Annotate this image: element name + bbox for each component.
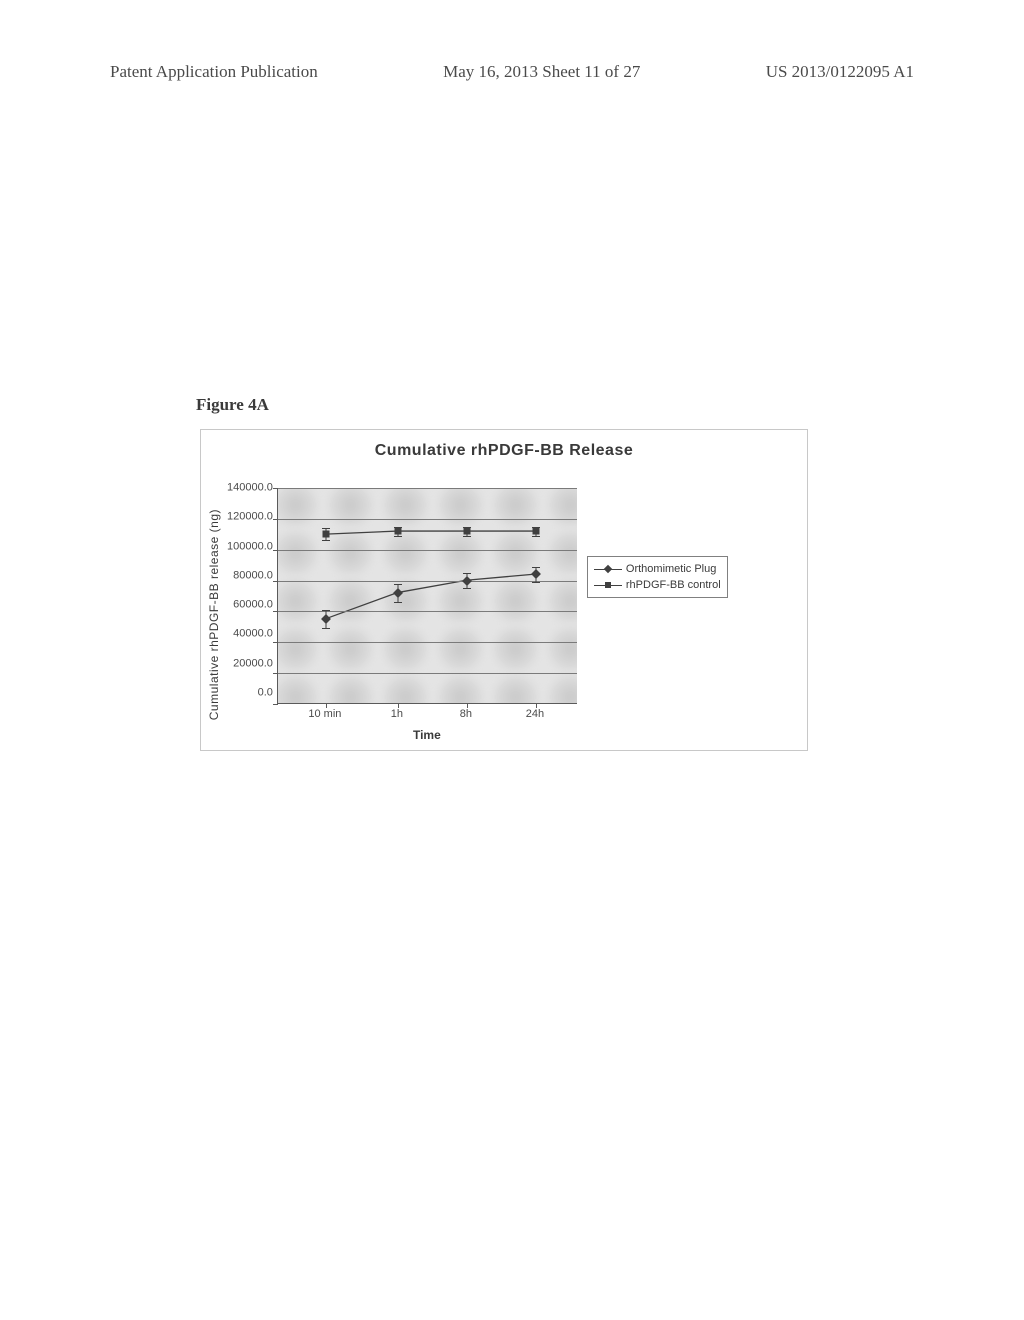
chart-body: Cumulative rhPDGF-BB release (ng) 140000… (205, 488, 803, 742)
chart-container: Cumulative rhPDGF-BB Release Cumulative … (200, 429, 808, 751)
chart-title: Cumulative rhPDGF-BB Release (205, 442, 803, 460)
y-tick-label: 140000.0 (227, 483, 273, 494)
legend-item: Orthomimetic Plug (594, 561, 721, 577)
legend-wrap: Orthomimetic Plug rhPDGF-BB control (587, 556, 728, 598)
y-tick-label: 20000.0 (233, 658, 273, 669)
y-tick-label: 60000.0 (233, 600, 273, 611)
legend-item: rhPDGF-BB control (594, 577, 721, 593)
plot-area (277, 488, 577, 704)
y-tick-label: 80000.0 (233, 570, 273, 581)
y-tick-label: 40000.0 (233, 629, 273, 640)
legend-label: rhPDGF-BB control (626, 579, 721, 591)
legend-label: Orthomimetic Plug (626, 563, 716, 575)
y-axis-label: Cumulative rhPDGF-BB release (ng) (207, 509, 221, 720)
x-tick-label: 8h (460, 708, 472, 720)
header-left: Patent Application Publication (110, 62, 318, 82)
x-tick-label: 1h (391, 708, 403, 720)
legend: Orthomimetic Plug rhPDGF-BB control (587, 556, 728, 598)
x-tick-label: 24h (526, 708, 544, 720)
y-axis-ticks: 140000.0120000.0100000.080000.060000.040… (227, 488, 273, 704)
series-lines (278, 488, 577, 703)
header-center: May 16, 2013 Sheet 11 of 27 (443, 62, 640, 82)
figure-label: Figure 4A (196, 395, 840, 415)
y-tick-label: 120000.0 (227, 512, 273, 523)
y-tick-label: 0.0 (258, 687, 273, 698)
x-tick-label: 10 min (308, 708, 341, 720)
figure-4a: Figure 4A Cumulative rhPDGF-BB Release C… (200, 395, 840, 751)
page-header: Patent Application Publication May 16, 2… (0, 62, 1024, 82)
plot-wrap: 10 min 1h 8h 24h Time (277, 488, 577, 742)
header-right: US 2013/0122095 A1 (766, 62, 914, 82)
y-tick-label: 100000.0 (227, 541, 273, 552)
x-axis-label: Time (277, 728, 577, 742)
x-axis-ticks: 10 min 1h 8h 24h (277, 704, 577, 722)
